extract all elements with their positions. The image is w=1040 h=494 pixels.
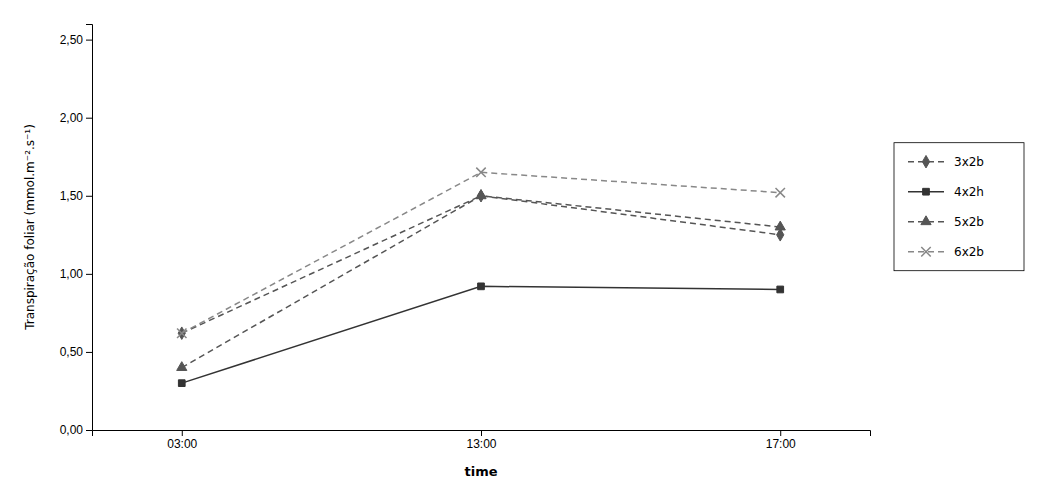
y-tick-label: 2,00 [60,111,84,125]
series-marker [177,328,186,337]
series-marker [476,190,486,199]
series-marker [775,221,785,230]
legend-marker [921,216,931,225]
legend-marker [923,188,930,195]
y-tick-mark [86,118,92,119]
y-axis-line [86,25,93,431]
chart: 03:00 13:00 17:00 0,00 0,50 1,00 1,50 2,00 2,50 t… [0,0,1040,494]
y-tick-label: 2,50 [60,33,84,47]
y-tick-label: 1,00 [60,267,84,281]
y-tick-mark [86,40,92,41]
series-line [182,196,780,368]
x-axis: 03:00 13:00 17:00 [93,430,871,451]
x-tick-mark [182,430,183,436]
y-tick: 0,50 [60,345,92,359]
legend-item: 6x2b [908,245,984,259]
y-tick: 1,00 [60,267,92,281]
y-tick-mark [86,430,92,431]
y-axis: 0,00 0,50 1,00 1,50 2,00 2,50 [60,25,93,438]
x-tick-mark [780,430,781,436]
legend: 3x2b 4x2h 5x2b 6x2b [894,143,1024,271]
plot-area: 03:00 13:00 17:00 0,00 0,50 1,00 1,50 2,00 2,50 t… [23,25,1024,480]
x-tick-label: 17:00 [766,437,796,451]
x-axis-line [93,431,871,437]
x-tick: 17:00 [766,430,796,451]
x-tick: 13:00 [466,430,496,451]
legend-item: 5x2b [908,215,984,229]
y-tick-label: 1,50 [60,189,84,203]
legend-item: 4x2h [908,185,984,199]
legend-label: 5x2b [954,215,984,229]
y-tick-mark [86,196,92,197]
series [178,283,783,387]
x-tick: 03:00 [167,430,197,451]
series-marker [178,380,185,387]
x-tick-label: 03:00 [167,437,197,451]
x-tick-mark [481,430,482,436]
series [177,190,786,371]
series-marker [177,362,187,371]
x-tick-label: 13:00 [466,437,496,451]
y-tick: 2,00 [60,111,92,125]
series-marker [776,188,785,197]
y-tick-mark [86,274,92,275]
legend-label: 6x2b [954,245,984,259]
series-marker [777,286,784,293]
legend-marker [921,247,930,256]
series-line [182,196,780,333]
y-tick-label: 0,50 [60,345,84,359]
legend-frame [894,143,1024,271]
series-marker [478,283,485,290]
y-tick-mark [86,352,92,353]
y-tick: 1,50 [60,189,92,203]
x-axis-title: time [464,464,497,479]
series-group [177,168,786,387]
series-line [182,172,780,333]
y-tick-label: 0,00 [60,423,84,437]
series-marker [476,168,485,177]
y-tick: 2,50 [60,33,92,47]
series [177,168,785,338]
legend-label: 3x2b [954,155,984,169]
legend-label: 4x2h [954,185,984,199]
legend-marker [922,155,929,167]
y-tick: 0,00 [60,423,92,437]
series-line [182,286,780,383]
y-axis-title: Transpiração foliar (mmol.m⁻².s⁻¹) [23,124,37,331]
legend-item: 3x2b [908,155,984,169]
